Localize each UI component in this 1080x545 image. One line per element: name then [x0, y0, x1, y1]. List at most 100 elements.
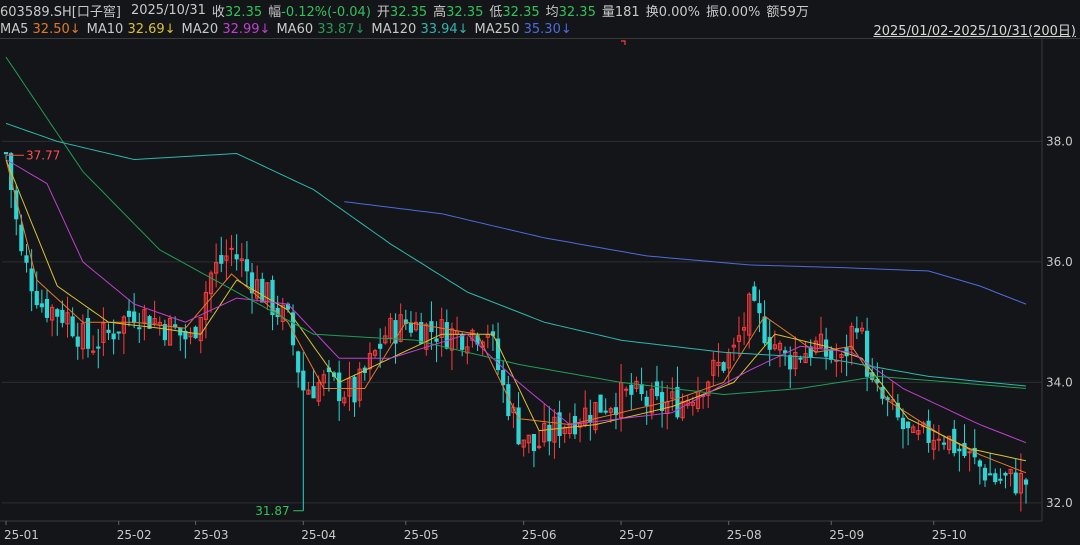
- low-label: 低: [489, 4, 503, 20]
- candle-body: [85, 318, 91, 349]
- candle-body: [65, 312, 70, 325]
- candle-body: [900, 417, 906, 430]
- candle-body: [521, 439, 526, 448]
- ma20-name: MA20: [181, 21, 219, 37]
- candle-body: [249, 272, 255, 294]
- y-tick-label: 32.0: [1046, 496, 1073, 510]
- candle-body: [1018, 473, 1023, 494]
- ma5-name: MA5: [0, 21, 29, 37]
- candle-body: [234, 254, 239, 260]
- candlestick-chart[interactable]: 32.0 34.0 36.0 38.0 25-01 25-02 25-03 25-04 25-0…: [0, 39, 1080, 545]
- candle-body: [419, 322, 424, 344]
- candle-body: [162, 324, 167, 341]
- candle-body: [470, 329, 475, 341]
- candle-body: [593, 402, 598, 431]
- candle-body: [480, 341, 485, 348]
- candle-body: [44, 298, 50, 318]
- candle-body: [803, 353, 808, 364]
- candle-body: [675, 386, 680, 418]
- candle-body: [183, 330, 188, 340]
- candle-body: [824, 339, 829, 357]
- ma-line-ma250: [344, 201, 1027, 305]
- amount-field: 额59万: [766, 1, 809, 20]
- candle-body: [957, 448, 962, 452]
- candle-body: [434, 338, 439, 342]
- candle-body: [711, 359, 716, 376]
- ma-line-ma60: [5, 56, 1027, 396]
- ma120-name: MA120: [371, 21, 417, 37]
- quote-date: 2025/10/31: [130, 2, 206, 18]
- ma-legend-ma10[interactable]: MA10 32.69↓: [87, 22, 176, 37]
- ma-legend-ma5[interactable]: MA5 32.50↓: [0, 22, 81, 37]
- candle-body: [793, 352, 798, 370]
- low-field: 低32.35: [489, 1, 539, 20]
- ma-legend-ma120[interactable]: MA120 33.94↓: [371, 22, 468, 37]
- candle-body: [583, 407, 588, 426]
- volume-label: 量: [601, 4, 615, 20]
- avg-value: 32.35: [558, 4, 596, 20]
- candle-body: [342, 397, 347, 404]
- candle-body: [1023, 479, 1029, 485]
- candle-body: [977, 460, 982, 467]
- candle-body: [536, 445, 542, 449]
- candle-body: [736, 335, 742, 342]
- ma-legend-ma20[interactable]: MA20 32.99↓: [182, 22, 271, 37]
- candle-body: [639, 383, 644, 395]
- date-range-selector[interactable]: 2025/01/02-2025/10/31(200日): [873, 24, 1076, 39]
- candle-body: [19, 224, 24, 252]
- x-tick-label: 25-10: [932, 528, 967, 542]
- y-tick-label: 34.0: [1046, 375, 1073, 389]
- candle-body: [244, 259, 250, 272]
- ma-legend-ma250[interactable]: MA250 35.30↓: [475, 22, 572, 37]
- candle-body: [772, 344, 777, 350]
- candle-body: [916, 430, 921, 435]
- candle-body: [936, 438, 941, 441]
- volume-field: 量181: [602, 1, 640, 20]
- candle-body: [926, 420, 931, 443]
- change-label: 幅: [268, 4, 282, 20]
- candle-body: [70, 316, 75, 337]
- ma60-name: MA60: [276, 21, 314, 37]
- open-label: 开: [376, 4, 390, 20]
- candle-body: [55, 309, 60, 317]
- candle-body: [219, 255, 224, 264]
- ma10-name: MA10: [86, 21, 124, 37]
- close-label: 收: [211, 4, 225, 20]
- candle-body: [347, 378, 352, 397]
- candle-body: [301, 370, 306, 391]
- x-tick-label: 25-01: [4, 528, 39, 542]
- candle-body: [413, 321, 419, 331]
- x-tick-label: 25-03: [194, 528, 229, 542]
- x-tick-label: 25-07: [619, 528, 654, 542]
- candle-body: [106, 329, 111, 333]
- candle-body: [214, 262, 219, 274]
- candle-body: [849, 325, 854, 350]
- candle-body: [567, 423, 572, 434]
- candle-body: [3, 152, 9, 155]
- candle-body: [588, 414, 593, 423]
- candle-body: [829, 349, 834, 360]
- candle-body: [531, 433, 537, 452]
- candle-body: [75, 336, 80, 347]
- candle-body: [998, 478, 1003, 481]
- candle-body: [670, 391, 675, 399]
- candle-body: [101, 322, 106, 343]
- ma10-value: 32.69↓: [127, 21, 176, 37]
- ma-legend-ma60[interactable]: MA60 33.87↓: [276, 22, 365, 37]
- candle-body: [659, 392, 665, 411]
- cursor-marker-icon: [621, 40, 626, 45]
- candle-body: [270, 279, 275, 316]
- close-field: 收32.35: [212, 1, 262, 20]
- x-tick-label: 25-04: [301, 528, 336, 542]
- ma120-value: 33.94↓: [420, 21, 469, 37]
- candle-body: [444, 322, 449, 349]
- candle-body: [80, 323, 85, 350]
- candle-body: [306, 389, 311, 395]
- candle-body: [91, 350, 96, 353]
- candle-body: [967, 451, 972, 454]
- candle-body: [818, 333, 824, 348]
- candle-body: [60, 309, 65, 323]
- candle-body: [383, 335, 388, 344]
- change-value: -0.12%(-0.04): [281, 4, 371, 20]
- candle-body: [839, 354, 844, 359]
